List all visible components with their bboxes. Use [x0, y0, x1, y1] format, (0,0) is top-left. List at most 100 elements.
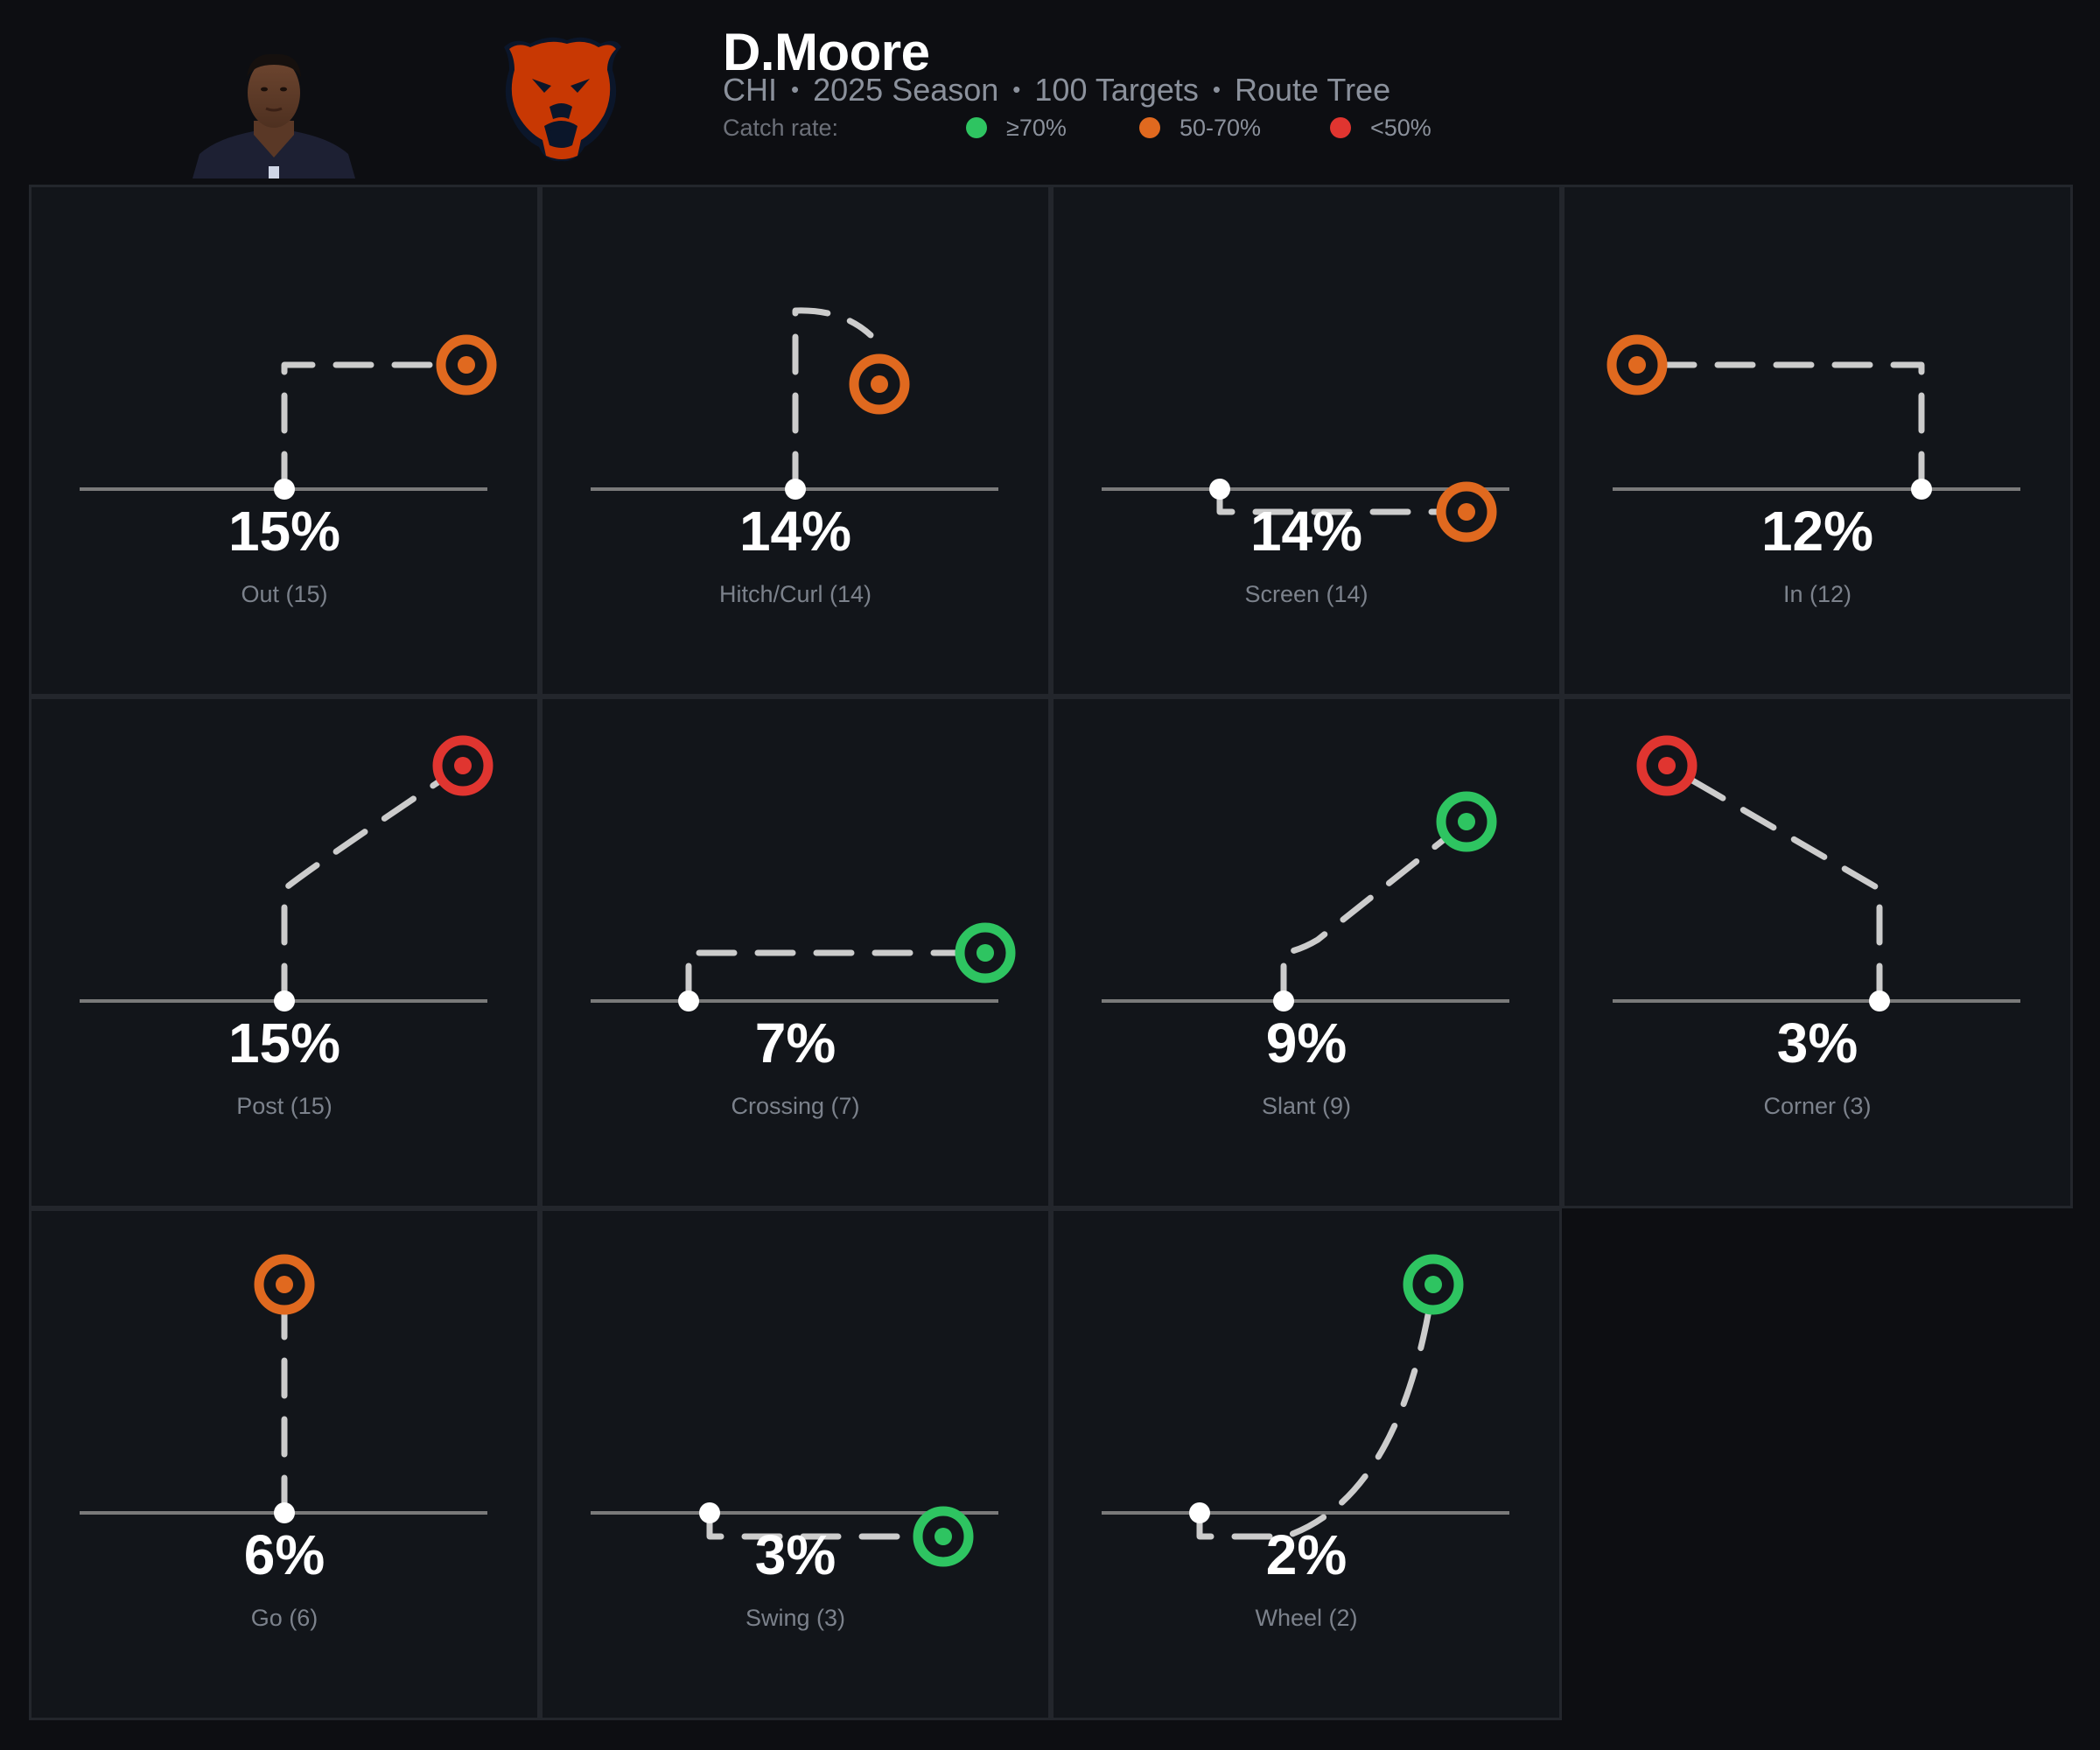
route-grid: 15% Out (15) 14% Hitch/Curl (14) 14% Screen (…	[29, 185, 2073, 1720]
separator-dot: •	[1212, 76, 1221, 102]
route-cell-corner: 3% Corner (3)	[1562, 696, 2073, 1208]
route-label: Screen (14)	[1244, 581, 1368, 607]
route-cell-post: 15% Post (15)	[29, 696, 540, 1208]
subtitle-chart-type: Route Tree	[1235, 72, 1391, 108]
target-share-percent: 3%	[1776, 1012, 1858, 1074]
target-share-percent: 7%	[754, 1012, 836, 1074]
subtitle-targets: 100 Targets	[1034, 72, 1199, 108]
subtitle-team: CHI	[723, 72, 777, 108]
target-ring-icon	[436, 334, 497, 396]
route-label: Slant (9)	[1261, 1093, 1352, 1119]
route-diagram	[1102, 791, 1509, 1012]
legend-label-low: <50%	[1370, 115, 1432, 141]
route-cell-slant: 9% Slant (9)	[1051, 696, 1562, 1208]
legend-label-mid: 50-70%	[1180, 115, 1262, 141]
route-path	[1663, 762, 1883, 1004]
route-label: Swing (3)	[745, 1605, 846, 1631]
route-label: Wheel (2)	[1255, 1605, 1358, 1631]
target-center-icon	[1424, 1276, 1442, 1293]
target-ring-icon	[1636, 735, 1698, 796]
route-diagram	[1613, 735, 2020, 1012]
route-path	[685, 949, 989, 1004]
route-label: Corner (3)	[1763, 1093, 1872, 1119]
legend-item-low: <50%	[1330, 110, 1432, 145]
header: D.Moore CHI • 2025 Season • 100 Targets • Rout…	[0, 0, 2100, 179]
target-ring-icon	[254, 1254, 315, 1315]
route-cell-screen: 14% Screen (14)	[1051, 185, 1562, 696]
start-dot-icon	[1189, 1502, 1210, 1523]
route-cell-hitch-curl: 14% Hitch/Curl (14)	[540, 185, 1051, 696]
legend-label-high: ≥70%	[1006, 115, 1067, 141]
red-dot-icon	[1330, 117, 1351, 138]
target-ring-icon	[432, 735, 494, 796]
target-center-icon	[1458, 813, 1475, 830]
target-center-icon	[458, 356, 475, 374]
route-path	[1196, 1281, 1437, 1540]
target-ring-icon	[1403, 1254, 1464, 1315]
start-dot-icon	[1209, 479, 1230, 500]
target-ring-icon	[955, 922, 1016, 984]
route-cell-go: 6% Go (6)	[29, 1208, 540, 1720]
route-diagram	[591, 1502, 998, 1567]
separator-dot: •	[791, 76, 800, 102]
route-diagram	[1102, 479, 1509, 542]
route-label: In (12)	[1782, 581, 1852, 607]
legend-title: Catch rate:	[723, 115, 839, 141]
target-center-icon	[1628, 356, 1646, 374]
route-cell-crossing: 7% Crossing (7)	[540, 696, 1051, 1208]
target-center-icon	[934, 1528, 952, 1545]
target-share-percent: 15%	[228, 1012, 341, 1074]
target-center-icon	[276, 1276, 293, 1293]
route-diagram	[591, 307, 998, 500]
route-label: Crossing (7)	[731, 1093, 860, 1119]
route-path	[1280, 818, 1470, 1004]
route-label: Hitch/Curl (14)	[718, 581, 872, 607]
route-diagram	[1606, 334, 2020, 500]
start-dot-icon	[1911, 479, 1932, 500]
target-ring-icon	[1606, 334, 1668, 396]
start-dot-icon	[274, 990, 295, 1012]
player-headshot-icon	[192, 53, 355, 178]
separator-dot: •	[1012, 76, 1021, 102]
route-label: Go (6)	[250, 1605, 318, 1631]
target-share-percent: 12%	[1760, 500, 1874, 563]
target-share-percent: 14%	[738, 500, 852, 563]
start-dot-icon	[1869, 990, 1890, 1012]
route-label: Out (15)	[241, 581, 328, 607]
target-ring-icon	[1436, 791, 1497, 852]
start-dot-icon	[1273, 990, 1294, 1012]
start-dot-icon	[274, 479, 295, 500]
target-share-percent: 15%	[228, 500, 341, 563]
route-cell-in: 12% In (12)	[1562, 185, 2073, 696]
catch-rate-legend: Catch rate: ≥70% 50-70% <50%	[723, 110, 1510, 145]
route-diagram	[80, 735, 494, 1012]
route-cell-wheel: 2% Wheel (2)	[1051, 1208, 1562, 1720]
target-ring-icon	[1436, 481, 1497, 542]
subtitle: CHI • 2025 Season • 100 Targets • Route Tree	[723, 70, 1390, 109]
route-diagram	[591, 922, 1016, 1012]
route-cell-out: 15% Out (15)	[29, 185, 540, 696]
target-center-icon	[976, 944, 994, 962]
route-path	[792, 307, 874, 493]
player-name: D.Moore	[723, 23, 930, 81]
route-path	[1634, 361, 1925, 493]
bears-logo-icon	[504, 37, 621, 162]
subtitle-season: 2025 Season	[813, 72, 999, 108]
route-diagram	[80, 334, 497, 500]
target-center-icon	[1658, 757, 1676, 774]
target-share-percent: 9%	[1265, 1012, 1348, 1074]
target-share-percent: 2%	[1265, 1523, 1348, 1586]
start-dot-icon	[274, 1502, 295, 1523]
target-ring-icon	[849, 354, 910, 415]
route-cell-swing: 3% Swing (3)	[540, 1208, 1051, 1720]
target-center-icon	[454, 757, 472, 774]
orange-dot-icon	[1139, 117, 1160, 138]
legend-item-high: ≥70%	[966, 110, 1067, 145]
route-path	[281, 361, 470, 493]
target-ring-icon	[913, 1506, 974, 1567]
target-share-percent: 14%	[1250, 500, 1363, 563]
route-path	[281, 762, 466, 1004]
route-label: Post (15)	[236, 1093, 332, 1119]
legend-item-mid: 50-70%	[1139, 110, 1261, 145]
green-dot-icon	[966, 117, 987, 138]
